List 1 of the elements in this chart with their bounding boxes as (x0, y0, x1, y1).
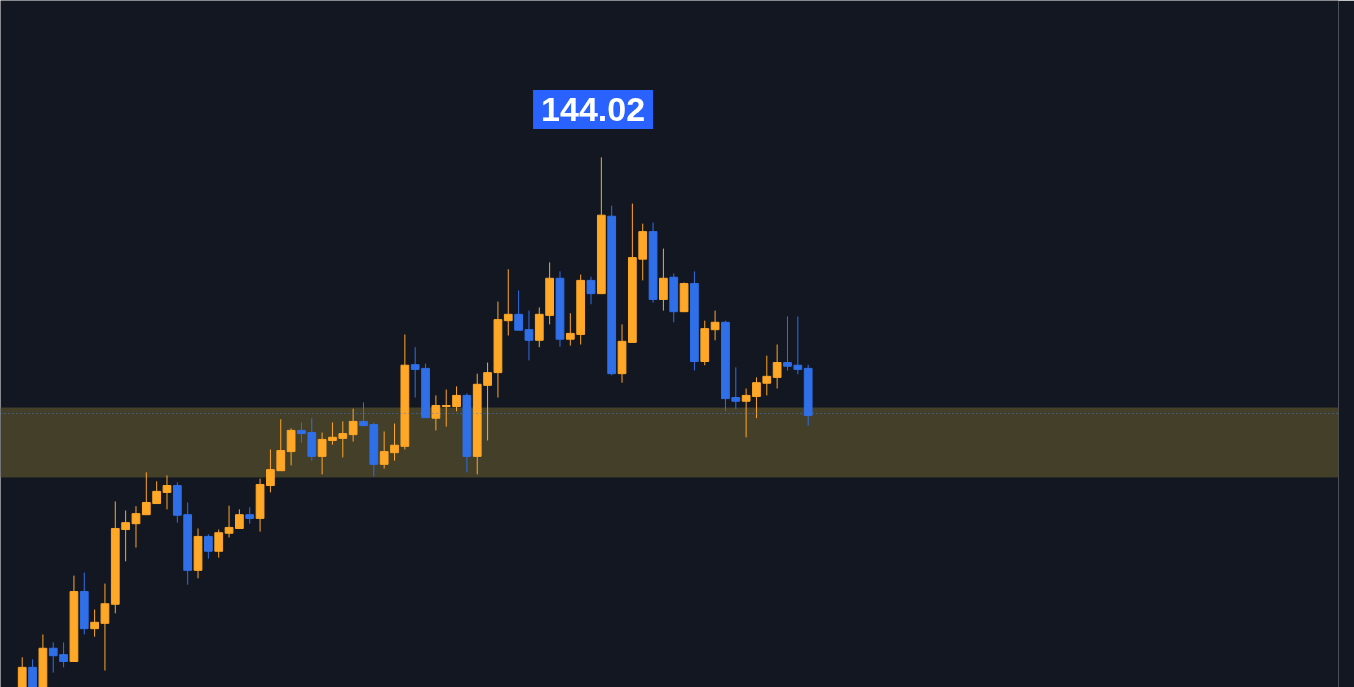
text: 144.02 (541, 89, 646, 128)
